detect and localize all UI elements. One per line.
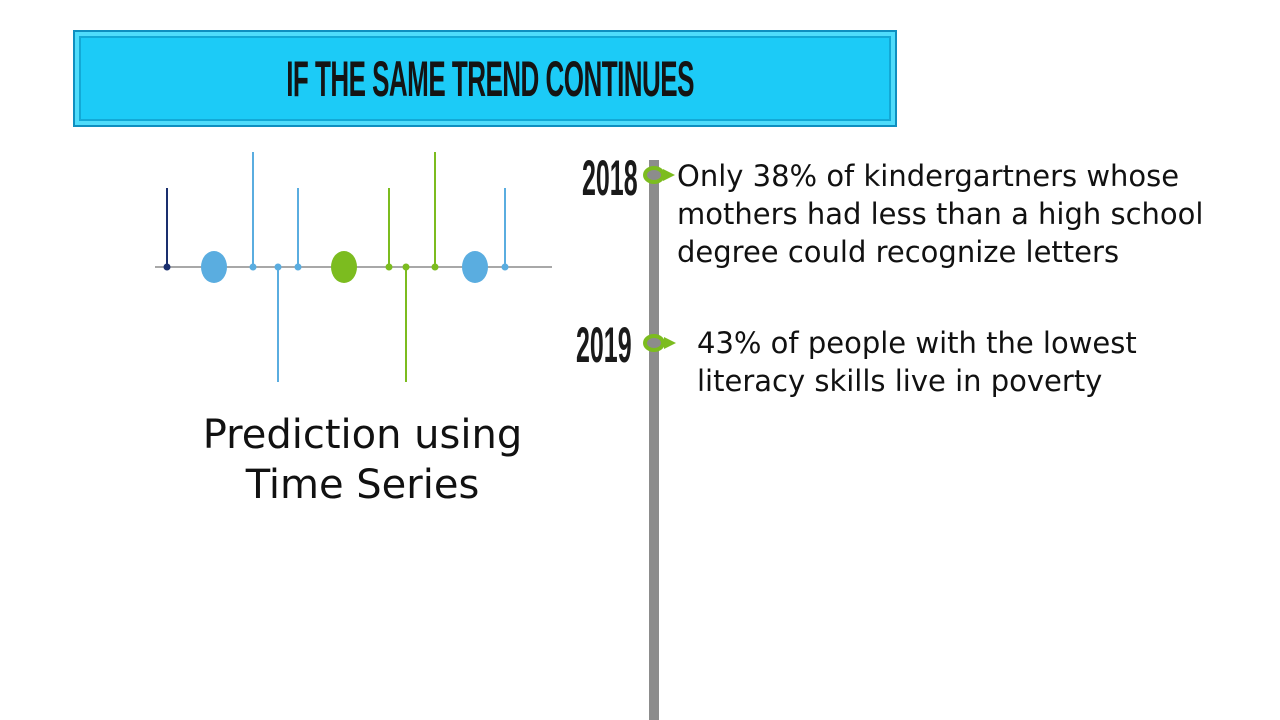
event-line: literacy skills live in poverty [697,364,1103,398]
graphic-bubble [331,251,357,283]
graphic-dot [294,263,302,271]
graphic-dot [431,263,439,271]
graphic-dot [249,263,257,271]
graphic-dot [163,263,171,271]
event-line: 43% of people with the lowest [697,326,1137,360]
caption-line: Time Series [245,462,480,508]
timeline-year: 2018 [582,150,638,206]
graphic-caption: Prediction using Time Series [160,410,565,510]
event-line: Only 38% of kindergartners whose [677,159,1180,193]
event-line: degree could recognize letters [677,235,1120,269]
title-banner: IF THE SAME TREND CONTINUES [73,30,897,127]
page-title: IF THE SAME TREND CONTINUES [286,50,694,107]
graphic-bubble [201,251,227,283]
timeline-year: 2019 [576,317,632,373]
timeline-pointer-icon [664,337,676,349]
graphic-dot [501,263,509,271]
event-line: mothers had less than a high school [677,197,1204,231]
graphic-bubble [462,251,488,283]
graphic-dot [385,263,393,271]
timeline-event-text: 43% of people with the lowest literacy s… [697,324,1137,400]
timeline-event-text: Only 38% of kindergartners whose mothers… [677,157,1203,271]
timeline-node [643,334,665,352]
graphic-dot [402,263,410,271]
graphic-dot [274,263,282,271]
timeline-bar [649,160,659,720]
caption-line: Prediction using [202,412,523,458]
timeline-pointer-icon [663,169,675,181]
time-series-graphic [155,152,552,382]
timeline-node [643,166,665,184]
